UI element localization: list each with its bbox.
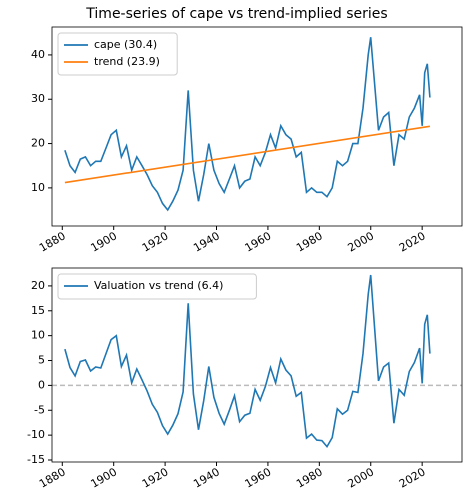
y-tick-label: -15 [27,453,45,466]
y-tick-label: 0 [38,378,45,391]
plot-frame [51,267,463,463]
x-tick-label: 2020 [397,229,428,254]
x-tick-label: 1880 [37,465,68,490]
y-tick-label: 10 [31,181,45,194]
x-tick-label: 1980 [294,229,325,254]
x-tick-label: 2000 [345,465,376,490]
y-tick-label: -5 [34,403,45,416]
plot-frame [51,26,463,227]
x-tick-label: 1960 [243,229,274,254]
x-tick-label: 1900 [88,465,119,490]
x-tick-label: 1920 [140,229,171,254]
y-tick-label: 30 [31,92,45,105]
x-tick-label: 1900 [88,229,119,254]
legend-box [57,273,257,300]
legend-box [57,32,178,76]
x-tick-label: 1940 [191,465,222,490]
x-tick-label: 1980 [294,465,325,490]
y-tick-label: 15 [31,304,45,317]
y-tick-label: 40 [31,48,45,61]
y-tick-label: 10 [31,329,45,342]
legend-label: cape (30.4) [94,38,157,51]
data-line [64,37,431,212]
data-line [64,274,431,448]
x-tick-label: 1880 [37,229,68,254]
legend-label: Valuation vs trend (6.4) [94,279,223,292]
data-line [64,125,431,184]
x-tick-label: 1960 [243,465,274,490]
y-tick-label: 20 [31,279,45,292]
y-tick-label: 20 [31,137,45,150]
x-tick-label: 1920 [140,465,171,490]
y-tick-label: -10 [27,428,45,441]
x-tick-label: 2000 [345,229,376,254]
y-tick-label: 5 [38,354,45,367]
legend-label: trend (23.9) [94,55,160,68]
x-tick-label: 2020 [397,465,428,490]
chart-title: Time-series of cape vs trend-implied ser… [85,6,387,22]
x-tick-label: 1940 [191,229,222,254]
